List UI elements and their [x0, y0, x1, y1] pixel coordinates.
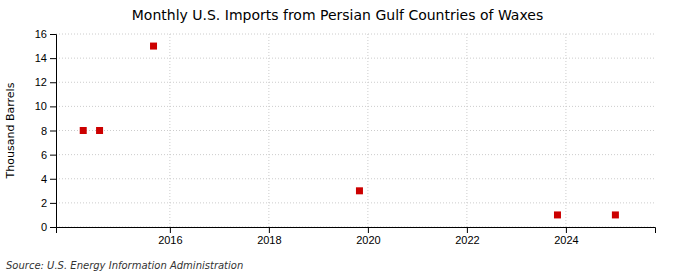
y-axis-tick: 4	[41, 173, 56, 185]
y-axis-tick-label: 6	[41, 149, 47, 161]
grid	[56, 34, 655, 227]
y-axis-tick: 0	[41, 221, 56, 233]
y-axis-tick: 2	[41, 197, 56, 209]
x-axis-tick: 2016	[158, 227, 182, 246]
y-axis-tick: 16	[35, 28, 56, 40]
x-grid-line	[565, 34, 566, 227]
x-axis: 2016 2018 2020 2022 2024	[57, 227, 656, 246]
point	[554, 211, 561, 218]
x-axis-tick: 2020	[356, 227, 380, 246]
x-axis-tick-mark	[269, 227, 270, 233]
y-axis-tick-mark	[50, 179, 56, 180]
y-axis-tick-label: 10	[35, 100, 47, 112]
y-axis-line	[50, 35, 57, 228]
y-axis-title: Thousand Barrels	[4, 82, 17, 179]
y-axis-tick-label: 4	[41, 173, 47, 185]
x-axis-line	[57, 228, 656, 234]
x-axis-tick-mark	[170, 227, 171, 233]
x-axis-tick-label: 2018	[257, 234, 281, 246]
points	[80, 43, 619, 219]
y-axis-tick-mark	[50, 106, 56, 107]
point	[96, 127, 103, 134]
y-axis-tick-label: 16	[35, 28, 47, 40]
y-axis-tick-mark	[50, 34, 56, 35]
point	[150, 43, 157, 50]
y-axis-tick: 6	[41, 149, 56, 161]
x-grid-line	[169, 34, 170, 227]
x-grid-line	[367, 34, 368, 227]
y-axis-tick: 14	[35, 52, 56, 64]
point	[356, 187, 363, 194]
x-axis-tick: 2024	[554, 227, 578, 246]
y-axis-tick-label: 8	[41, 125, 47, 137]
point	[80, 127, 87, 134]
y-axis-tick-mark	[50, 155, 56, 156]
x-axis-tick-label: 2024	[554, 234, 578, 246]
y-grid-line	[56, 58, 655, 59]
y-axis-tick-mark	[50, 82, 56, 83]
y-axis-tick: 12	[35, 76, 56, 88]
x-axis-tick-label: 2022	[455, 234, 479, 246]
x-grid-line	[466, 34, 467, 227]
y-grid-line	[56, 154, 655, 155]
y-grid-line	[56, 178, 655, 179]
y-grid-line	[56, 106, 655, 107]
y-axis-tick-mark	[50, 203, 56, 204]
x-axis-tick: 2022	[455, 227, 479, 246]
title: Monthly U.S. Imports from Persian Gulf C…	[132, 7, 543, 23]
y-grid-line	[56, 202, 655, 203]
y-axis-tick-label: 0	[41, 221, 47, 233]
y-axis-tick-mark	[50, 131, 56, 132]
y-grid-line	[56, 82, 655, 83]
x-axis-tick-label: 2016	[158, 234, 182, 246]
x-grid-line	[268, 34, 269, 227]
y-axis-tick: 10	[35, 100, 56, 112]
point	[612, 211, 619, 218]
x-axis-tick-mark	[368, 227, 369, 233]
annotation: Source: U.S. Energy Information Administ…	[6, 260, 243, 271]
plot: 2016 2018 2020 2022 2024 0 2 4 6 8 10 12 14 16	[35, 28, 656, 246]
y-axis: 0 2 4 6 8 10 12 14 16	[35, 28, 57, 233]
y-axis-tick: 8	[41, 125, 56, 137]
x-axis-tick-label: 2020	[356, 234, 380, 246]
chart: 2016 2018 2020 2022 2024 0 2 4 6 8 10 12 14 16 Monthly…	[0, 0, 675, 275]
y-axis-tick-label: 14	[35, 52, 47, 64]
y-axis-tick-label: 2	[41, 197, 47, 209]
x-axis-tick: 2018	[257, 227, 281, 246]
y-axis-tick-label: 12	[35, 76, 47, 88]
x-axis-tick-mark	[566, 227, 567, 233]
y-grid-line	[56, 130, 655, 131]
y-axis-tick-mark	[50, 58, 56, 59]
x-axis-tick-mark	[467, 227, 468, 233]
y-axis-tick-mark	[50, 227, 56, 228]
y-grid-line	[56, 34, 655, 35]
